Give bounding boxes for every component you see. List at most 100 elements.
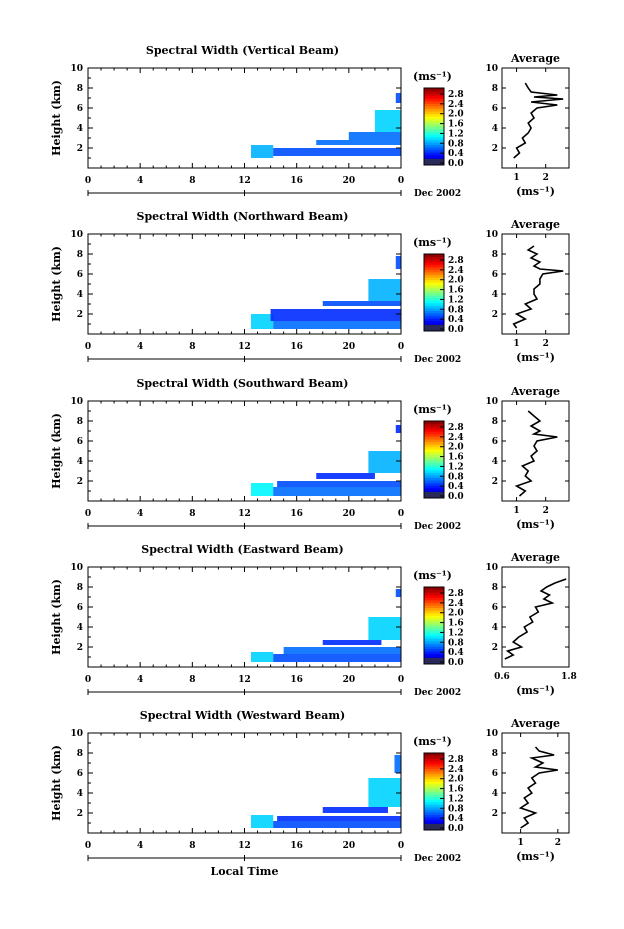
colorbar-swatch — [424, 599, 444, 603]
colorbar-swatch — [424, 804, 444, 808]
colorbar-swatch — [424, 653, 444, 657]
colorbar-swatch — [424, 768, 444, 772]
x-tick-label: 20 — [343, 509, 356, 519]
heatmap-cell — [273, 148, 401, 156]
colorbar-swatch — [424, 449, 444, 453]
colorbar-tick-label: 0.0 — [448, 824, 464, 834]
colorbar-tick-label: 2.0 — [448, 609, 464, 619]
colorbar-swatch — [424, 755, 444, 759]
colorbar-swatch — [424, 259, 444, 263]
average-y-tick-label: 6 — [492, 437, 498, 447]
panel-title: Spectral Width (Westward Beam) — [140, 709, 345, 722]
colorbar-tick-label: 2.4 — [448, 599, 464, 609]
average-y-tick-label: 10 — [485, 64, 498, 74]
colorbar-swatch — [424, 635, 444, 639]
heatmap-cell — [395, 589, 401, 597]
colorbar-tick-label: 1.6 — [448, 120, 464, 130]
colorbar-swatch — [424, 622, 444, 626]
colorbar-swatch — [424, 630, 444, 634]
average-y-tick-label: 8 — [492, 583, 498, 593]
colorbar-tick-label: 1.2 — [448, 462, 464, 472]
heatmap-cells — [251, 755, 401, 828]
average-frame — [501, 732, 570, 834]
colorbar-swatch — [424, 282, 444, 286]
colorbar-swatch — [424, 444, 444, 448]
average-y-tick-label: 2 — [492, 809, 498, 819]
colorbar-tick-label: 1.6 — [448, 785, 464, 795]
average-y-tick-label: 8 — [492, 417, 498, 427]
colorbar-tick-label: 1.6 — [448, 453, 464, 463]
colorbar-swatch — [424, 477, 444, 481]
colorbar-swatch — [424, 256, 444, 260]
x-tick-label: 16 — [290, 509, 303, 519]
average-profile-line — [513, 82, 564, 159]
y-tick-label: 8 — [77, 583, 83, 593]
heatmap-cell — [368, 279, 401, 301]
colorbar-swatch — [424, 648, 444, 652]
colorbar-swatch — [424, 822, 444, 826]
y-tick-label: 10 — [70, 397, 83, 407]
colorbar-swatch — [424, 801, 444, 805]
x-tick-label: 20 — [343, 176, 356, 186]
colorbar-tick-label: 2.8 — [448, 755, 464, 765]
heatmap-cell — [368, 451, 401, 473]
colorbar-swatch — [424, 651, 444, 655]
colorbar-swatch — [424, 441, 444, 445]
colorbar-tick-label: 0.8 — [448, 472, 464, 482]
y-tick-label: 2 — [77, 643, 83, 653]
colorbar-swatch — [424, 152, 444, 156]
y-tick-label: 6 — [77, 270, 83, 280]
colorbar-swatch — [424, 325, 444, 331]
colorbar-swatch — [424, 428, 444, 432]
colorbar-swatch — [424, 770, 444, 775]
x-tick-label: 0 — [85, 176, 91, 186]
average-y-tick-label: 4 — [492, 290, 498, 300]
colorbar-swatch — [424, 300, 444, 304]
y-tick-label: 2 — [77, 310, 83, 320]
colorbar-swatch — [424, 295, 444, 299]
colorbar-frame — [423, 420, 445, 499]
colorbar-swatch — [424, 786, 444, 790]
colorbar-swatch — [424, 656, 444, 660]
colorbar-tick-label: 2.8 — [448, 90, 464, 100]
average-y-tick-label: 6 — [492, 603, 498, 613]
colorbar-swatch — [424, 121, 444, 125]
colorbar-swatch — [424, 490, 444, 494]
heatmap-cell — [374, 110, 401, 132]
colorbar-swatch — [424, 587, 444, 591]
average-x-label: (ms⁻¹) — [516, 850, 555, 863]
average-frame — [501, 233, 570, 335]
colorbar-swatch — [424, 113, 444, 117]
colorbar-swatch — [424, 123, 444, 127]
colorbar-swatch — [424, 126, 444, 130]
colorbar-swatch — [424, 487, 444, 491]
heatmap-cell — [395, 93, 401, 103]
colorbar-swatch — [424, 459, 444, 463]
colorbar-swatch — [424, 451, 444, 455]
heatmap-cell — [273, 821, 401, 828]
average-panel: Average 2 4 6 8 10 0.6 1.8 (ms⁻¹) — [485, 551, 576, 697]
average-y-tick-label: 10 — [485, 230, 498, 240]
colorbar-swatch — [424, 271, 444, 276]
y-tick-label: 4 — [77, 290, 83, 300]
average-y-tick-label: 2 — [492, 643, 498, 653]
colorbar-tick-label: 0.4 — [448, 482, 464, 492]
heatmap-cells — [251, 425, 401, 496]
colorbar-swatch — [424, 95, 444, 99]
colorbar-swatch — [424, 136, 444, 140]
average-title: Average — [510, 385, 560, 398]
colorbar-swatch — [424, 103, 444, 107]
average-y-tick-label: 6 — [492, 104, 498, 114]
colorbar-swatch — [424, 796, 444, 800]
colorbar-swatch — [424, 765, 444, 769]
colorbar-swatch — [424, 474, 444, 478]
colorbar-swatch — [424, 492, 444, 498]
colorbar-frame — [423, 87, 445, 166]
panel-title: Spectral Width (Southward Beam) — [136, 377, 348, 390]
colorbar-frame — [423, 253, 445, 332]
average-title: Average — [510, 218, 560, 231]
average-y-tick-label: 6 — [492, 769, 498, 779]
colorbar-swatch — [424, 292, 444, 296]
